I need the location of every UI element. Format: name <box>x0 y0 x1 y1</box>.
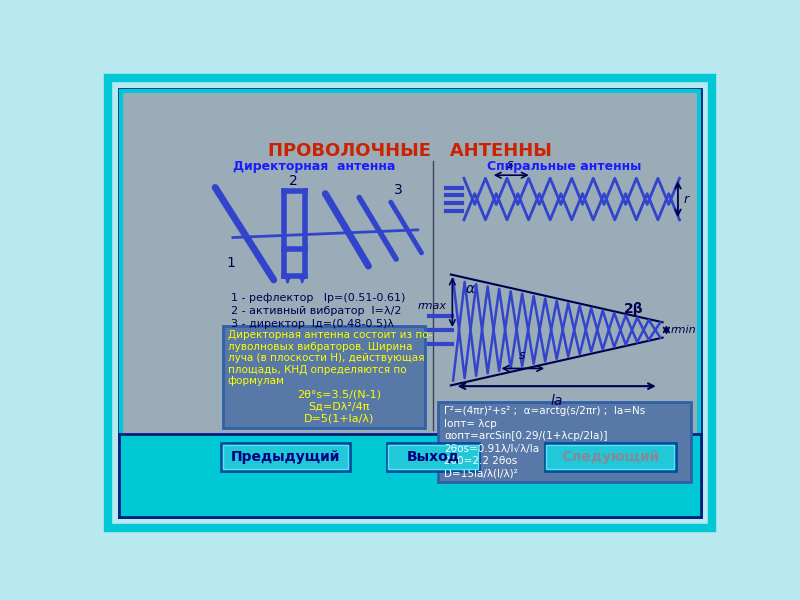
Text: la: la <box>550 394 563 408</box>
Text: s: s <box>507 158 514 170</box>
Text: 2θos=0.91λ/l√λ/la: 2θos=0.91λ/l√λ/la <box>444 443 539 454</box>
Bar <box>223 445 349 469</box>
Text: D=15la/λ(l/λ)²: D=15la/λ(l/λ)² <box>444 469 518 479</box>
Text: 1: 1 <box>226 256 235 270</box>
Text: rmax: rmax <box>418 301 447 311</box>
Bar <box>545 443 676 471</box>
Text: rmin: rmin <box>670 325 696 335</box>
Text: Sд=Dλ²/4π: Sд=Dλ²/4π <box>309 401 370 412</box>
Text: 2θ0=2.2 2θos: 2θ0=2.2 2θos <box>444 456 517 466</box>
Text: α: α <box>466 282 474 296</box>
Text: 2: 2 <box>289 175 298 188</box>
Text: 2β: 2β <box>623 302 643 316</box>
Text: 1 - рефлектор   lp=(0.51-0.61): 1 - рефлектор lp=(0.51-0.61) <box>231 293 406 303</box>
Text: Следующий: Следующий <box>561 450 659 464</box>
Text: Директорная  антенна: Директорная антенна <box>233 160 395 173</box>
Bar <box>438 401 691 482</box>
Text: Γ²=(4πr)²+s² ;  α=arctg(s/2πr) ;  la=Ns: Γ²=(4πr)²+s² ; α=arctg(s/2πr) ; la=Ns <box>444 406 645 416</box>
Text: Спиральные антенны: Спиральные антенны <box>487 160 641 173</box>
Text: D=5(1+la/λ): D=5(1+la/λ) <box>304 414 374 424</box>
Bar <box>389 445 478 469</box>
Text: ПРОВОЛОЧНЫЕ   АНТЕННЫ: ПРОВОЛОЧНЫЕ АНТЕННЫ <box>268 142 552 160</box>
Bar <box>223 326 425 428</box>
Text: 2 - активный вибратор  l=λ/2: 2 - активный вибратор l=λ/2 <box>231 306 402 316</box>
Text: r: r <box>683 193 689 206</box>
Text: 2θ°s=3.5/(N-1): 2θ°s=3.5/(N-1) <box>297 389 381 399</box>
Text: αопт=arcSin[0.29/(1+λcp/2la)]: αопт=arcSin[0.29/(1+λcp/2la)] <box>444 431 607 441</box>
Bar <box>387 443 479 471</box>
Text: Директорная антенна состоит из по-
луволновых вибраторов. Ширина
луча (в плоскос: Директорная антенна состоит из по- лувол… <box>227 330 432 386</box>
Text: s: s <box>518 349 525 362</box>
Bar <box>546 445 674 469</box>
Text: Выход: Выход <box>406 450 459 464</box>
Bar <box>119 434 701 517</box>
Text: 3: 3 <box>394 183 403 197</box>
Text: Предыдущий: Предыдущий <box>231 450 340 464</box>
Bar <box>222 443 350 471</box>
Text: lопт= λcp: lопт= λcp <box>444 419 497 428</box>
Text: 3 - директор  lд=(0.48-0.5)λ: 3 - директор lд=(0.48-0.5)λ <box>231 319 394 329</box>
